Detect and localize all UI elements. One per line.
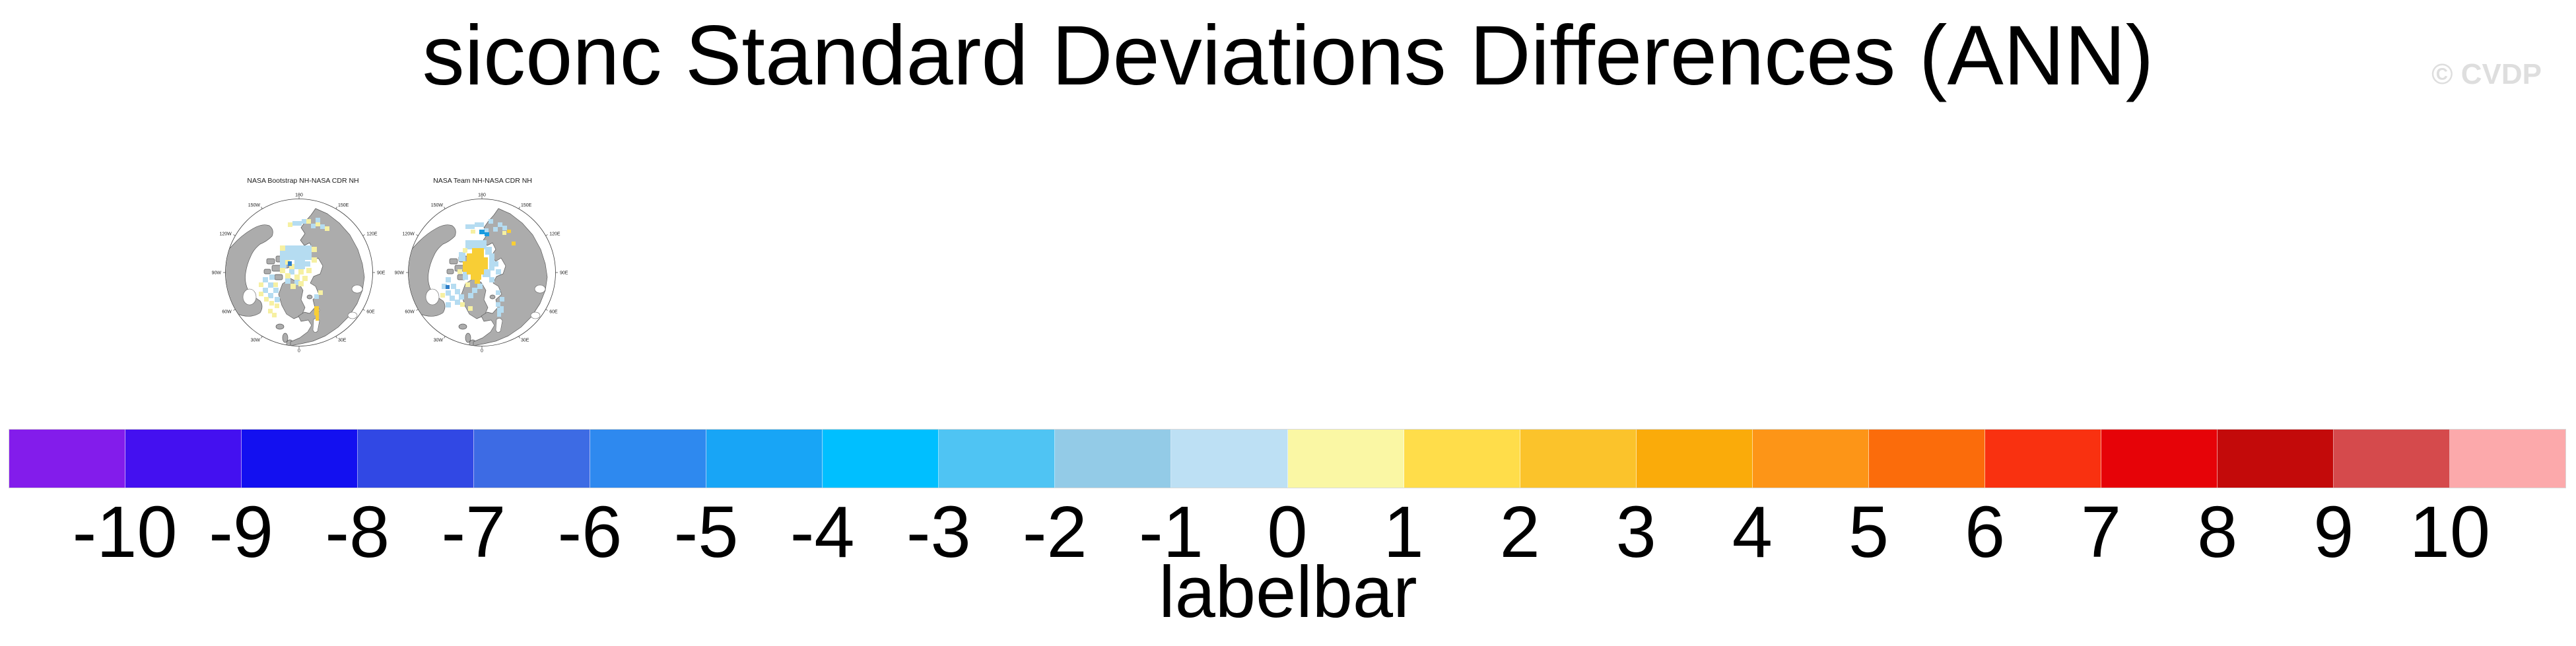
meridian-label: 180 [295, 193, 303, 197]
labelbar-cell [1287, 430, 1404, 488]
labelbar-cell [1752, 430, 1869, 488]
meridian-tick [261, 207, 263, 209]
meridian-label: 120E [366, 232, 378, 236]
meridian-label: 60W [222, 309, 232, 314]
labelbar-tick-label: -5 [673, 492, 739, 573]
polar-map-team: 180 150E 120E 90E 60E 30E 0 30W 60W 90W 120W 150W [395, 193, 568, 353]
polar-map-bootstrap: 180 150E 120E 90E 60E 30E 0 30W 60W 90W 120W 150W [212, 193, 386, 353]
labelbar-cell [242, 430, 358, 488]
map-meridian-ring: 180 150E 120E 90E 60E 30E 0 30W 60W 90W 120W 150W [395, 193, 568, 353]
meridian-label: 0 [481, 348, 483, 353]
map-meridian-ring: 180 150E 120E 90E 60E 30E 0 30W 60W 90W 120W 150W [212, 193, 386, 353]
labelbar-cell [9, 430, 126, 488]
labelbar-cell [1055, 430, 1172, 488]
map-panel-title-bootstrap: NASA Bootstrap NH-NASA CDR NH [247, 177, 359, 185]
meridian-tick [416, 309, 419, 311]
labelbar-cell [2333, 430, 2450, 488]
labelbar-cell [823, 430, 939, 488]
cvdp-watermark: © CVDP [2431, 58, 2542, 90]
meridian-label: 150W [248, 203, 261, 208]
labelbar-cell [1984, 430, 2101, 488]
meridian-label: 120E [549, 232, 560, 236]
meridian-tick [335, 336, 337, 339]
labelbar-cell [590, 430, 707, 488]
labelbar-ticks: -10 -9 -8 -7 -6 -5 -4 -3 -2 -1 0 1 2 3 4 5 6 7 8 9 10 [9, 496, 2566, 575]
meridian-label: 30E [521, 339, 529, 343]
meridian-label: 30W [434, 339, 444, 343]
map-panel-title-team: NASA Team NH-NASA CDR NH [433, 177, 532, 185]
meridian-tick [444, 336, 446, 339]
labelbar-cell [1868, 430, 1985, 488]
labelbar-cell [125, 430, 242, 488]
labelbar-tick-label: -4 [790, 492, 855, 573]
labelbar-tick-label: 10 [2409, 492, 2491, 573]
labelbar-tick-label: 5 [1848, 492, 1889, 573]
meridian-label: 150E [521, 203, 532, 208]
meridian-tick [335, 207, 337, 209]
labelbar-cell [2217, 430, 2334, 488]
meridian-label: 60E [366, 309, 375, 314]
labelbar-tick-label: 6 [1964, 492, 2006, 573]
meridian-label: 30E [338, 339, 347, 343]
meridian-label: 150W [431, 203, 444, 208]
labelbar-cell [1636, 430, 1753, 488]
meridian-tick [233, 309, 236, 311]
labelbar-tick-label: -1 [1139, 492, 1203, 573]
labelbar-tick-label: 3 [1615, 492, 1656, 573]
labelbar-cell [2101, 430, 2218, 488]
meridian-tick [518, 207, 520, 209]
labelbar-tick-label: 9 [2313, 492, 2354, 573]
labelbar-tick-label: -7 [441, 492, 506, 573]
labelbar-tick-label: -3 [906, 492, 971, 573]
labelbar-tick-label: 8 [2197, 492, 2238, 573]
meridian-label: 90E [377, 271, 386, 275]
meridian-tick [444, 207, 446, 209]
labelbar-tick-label: -6 [557, 492, 623, 573]
meridian-label: 90W [395, 271, 405, 275]
labelbar-tick-label: -2 [1022, 492, 1087, 573]
labelbar-tick-label: 1 [1383, 492, 1424, 573]
meridian-label: 60E [549, 309, 558, 314]
meridian-label: 90W [212, 271, 222, 275]
meridian-label: 90E [560, 271, 568, 275]
labelbar-cell [1171, 430, 1288, 488]
meridian-tick [362, 234, 365, 236]
labelbar-tick-label: 2 [1499, 492, 1540, 573]
labelbar-cell [2449, 430, 2566, 488]
meridian-label: 30W [251, 339, 261, 343]
map-data-cells [440, 219, 516, 317]
meridian-label: 0 [298, 348, 300, 353]
figure-title: siconc Standard Deviations Differences (… [422, 9, 2154, 103]
meridian-tick [545, 309, 548, 311]
meridian-label: 120W [403, 232, 415, 236]
meridian-label: 150E [338, 203, 349, 208]
meridian-tick [261, 336, 263, 339]
labelbar-cell [706, 430, 823, 488]
meridian-tick [233, 234, 236, 236]
map-data-cells [259, 218, 329, 321]
meridian-label: 120W [220, 232, 232, 236]
labelbar [9, 429, 2566, 488]
meridian-label: 60W [405, 309, 415, 314]
labelbar-cell [939, 430, 1056, 488]
labelbar-caption: labelbar [1159, 552, 1417, 633]
labelbar-tick-label: -9 [209, 492, 274, 573]
labelbar-tick-label: 4 [1732, 492, 1773, 573]
meridian-label: 180 [478, 193, 486, 197]
labelbar-cell [474, 430, 591, 488]
meridian-tick [362, 309, 365, 311]
labelbar-tick-label: -8 [325, 492, 390, 573]
meridian-tick [416, 234, 419, 236]
labelbar-tick-label: 7 [2081, 492, 2122, 573]
meridian-tick [518, 336, 520, 339]
map-land-layer [409, 208, 548, 346]
meridian-tick [545, 234, 548, 236]
labelbar-cell [1404, 430, 1520, 488]
labelbar-tick-label: -10 [72, 492, 178, 573]
labelbar-cell [358, 430, 475, 488]
labelbar-cell [1520, 430, 1637, 488]
labelbar-tick-label: 0 [1267, 492, 1308, 573]
